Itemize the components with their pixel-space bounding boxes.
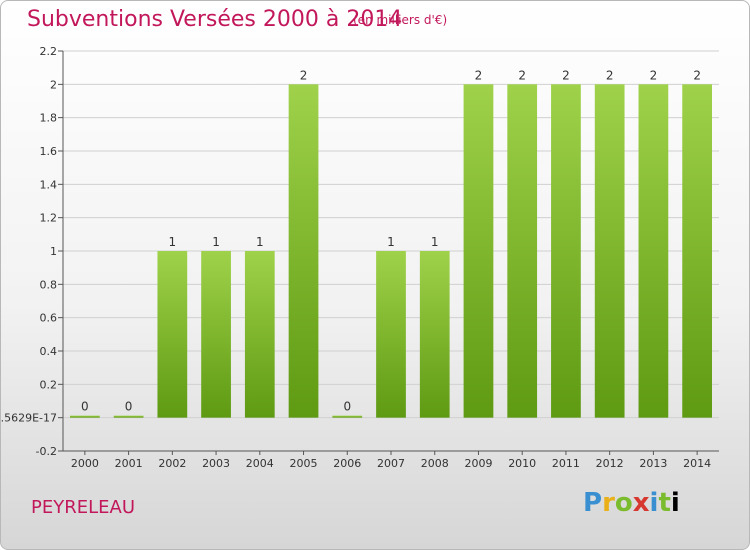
x-tick-label: 2005	[290, 457, 318, 470]
x-tick-label: 2003	[202, 457, 230, 470]
commune-name: PEYRELEAU	[31, 497, 135, 518]
y-tick-label: 1.4	[40, 178, 58, 191]
chart-title: Subventions Versées 2000 à 2014	[27, 7, 403, 32]
y-tick-label: 0.2	[40, 378, 58, 391]
x-tick-label: 2007	[377, 457, 405, 470]
x-tick-label: 2009	[464, 457, 492, 470]
data-label: 2	[693, 68, 701, 82]
bar	[419, 251, 450, 418]
data-label: 2	[606, 68, 614, 82]
data-label: 2	[475, 68, 483, 82]
proxiti-logo: Proxiti	[583, 488, 680, 518]
bar	[332, 415, 363, 418]
bar	[244, 251, 275, 418]
y-tick-label: 1	[50, 245, 57, 258]
logo-letter: o	[614, 488, 633, 518]
data-label: 0	[81, 400, 89, 414]
x-tick-label: 2004	[246, 457, 274, 470]
y-tick-label: 1.8	[40, 112, 58, 125]
y-tick-label: 2.2	[40, 45, 58, 58]
bar-series	[69, 84, 713, 418]
y-tick-label: -1.5629E-17	[1, 412, 57, 425]
data-label: 2	[562, 68, 570, 82]
bar	[69, 415, 100, 418]
x-tick-label: 2011	[552, 457, 580, 470]
data-label: 0	[125, 400, 133, 414]
logo-letter: x	[632, 488, 650, 518]
x-tick-label: 2000	[71, 457, 99, 470]
bar	[507, 84, 538, 418]
data-label: 1	[169, 235, 177, 249]
x-tick-label: 2014	[683, 457, 711, 470]
bar	[157, 251, 188, 418]
logo-letter: i	[670, 488, 680, 518]
bar	[288, 84, 319, 418]
data-label: 2	[300, 68, 308, 82]
x-axis-ticks: 2000 2001 2002 2003 2004 2005 2006 2007 2008 2009…	[71, 451, 711, 470]
data-label: 1	[431, 235, 439, 249]
x-tick-label: 2001	[115, 457, 143, 470]
x-tick-label: 2010	[508, 457, 536, 470]
y-tick-label: 0.6	[40, 312, 58, 325]
data-label: 1	[256, 235, 264, 249]
bar	[594, 84, 625, 418]
y-tick-label: 0.4	[40, 345, 58, 358]
bar	[201, 251, 231, 418]
chart-subtitle: (en milliers d'€)	[353, 13, 448, 27]
bar	[638, 84, 669, 418]
logo-letter: i	[649, 488, 659, 518]
y-tick-label: -0.2	[36, 445, 57, 458]
bar	[376, 251, 406, 418]
x-tick-label: 2013	[639, 457, 667, 470]
bar	[113, 415, 144, 418]
data-label: 0	[343, 400, 351, 414]
data-labels: 0 0 1 1 1 2 0 1 1 2 2 2 2 2 2	[81, 68, 701, 413]
logo-letter: t	[658, 488, 671, 518]
x-tick-label: 2008	[421, 457, 449, 470]
data-label: 1	[212, 235, 220, 249]
data-label: 2	[518, 68, 526, 82]
y-tick-label: 0.8	[40, 278, 58, 291]
y-tick-label: 2	[50, 78, 57, 91]
bar	[682, 84, 713, 418]
y-axis-ticks: -0.2 -1.5629E-17 0.2 0.4 0.6 0.8 1 1.2 1.4 1.6 1.8…	[1, 45, 63, 458]
bar	[551, 84, 581, 418]
logo-letter: r	[602, 488, 615, 518]
y-tick-label: 1.6	[40, 145, 58, 158]
x-tick-label: 2012	[596, 457, 624, 470]
y-tick-label: 1.2	[40, 212, 58, 225]
data-label: 1	[387, 235, 395, 249]
x-tick-label: 2002	[158, 457, 186, 470]
data-label: 2	[650, 68, 658, 82]
logo-letter: P	[583, 488, 603, 518]
x-tick-label: 2006	[333, 457, 361, 470]
bar	[463, 84, 494, 418]
